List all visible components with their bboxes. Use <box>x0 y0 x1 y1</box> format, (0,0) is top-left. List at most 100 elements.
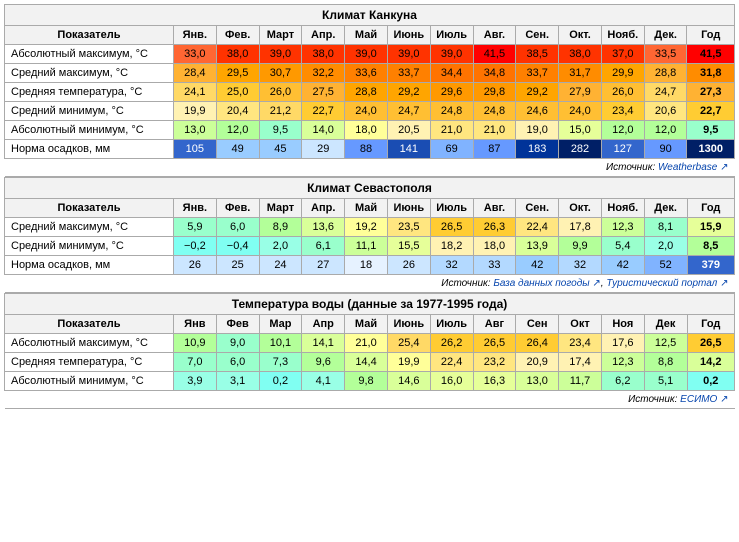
col-header-month: Июль <box>430 315 473 334</box>
data-cell: 49 <box>216 140 259 159</box>
year-cell: 15,9 <box>687 218 734 237</box>
data-cell: 5,1 <box>644 372 687 391</box>
col-header-month: Июнь <box>387 315 430 334</box>
col-header-month: Апр. <box>302 199 345 218</box>
data-cell: 32,2 <box>302 64 345 83</box>
data-cell: 27 <box>302 256 345 275</box>
table-row: Средний максимум, °C5,96,08,913,619,223,… <box>5 218 735 237</box>
row-label: Абсолютный минимум, °C <box>5 372 174 391</box>
data-cell: 21,0 <box>430 121 473 140</box>
col-header-month: Дек. <box>644 26 687 45</box>
data-cell: 24,0 <box>345 102 388 121</box>
source-link[interactable]: База данных погоды <box>493 278 589 289</box>
year-cell: 379 <box>687 256 734 275</box>
source-link[interactable]: ЕСИМО <box>680 394 717 405</box>
row-label: Средний минимум, °C <box>5 102 174 121</box>
col-header-month: Окт <box>559 315 602 334</box>
data-cell: 2,0 <box>259 237 302 256</box>
data-cell: 19,9 <box>173 102 216 121</box>
data-cell: 39,0 <box>387 45 430 64</box>
col-header-month: Фев <box>216 315 259 334</box>
climate-table: Климат КанкунаПоказательЯнв.Фев.МартАпр.… <box>4 4 735 177</box>
year-cell: 41,5 <box>687 45 735 64</box>
data-cell: 20,9 <box>516 353 559 372</box>
external-link-icon: ↗ <box>590 278 601 289</box>
data-cell: 12,0 <box>601 121 644 140</box>
data-cell: 18,0 <box>473 237 516 256</box>
col-header-month: Июнь <box>387 199 430 218</box>
col-header-month: Янв. <box>173 199 216 218</box>
data-cell: 27,9 <box>559 83 602 102</box>
col-header-month: Июль <box>430 199 473 218</box>
data-cell: 6,0 <box>216 353 259 372</box>
data-cell: 38,0 <box>302 45 345 64</box>
col-header-month: Июнь <box>387 26 430 45</box>
data-cell: 41,5 <box>473 45 516 64</box>
table-row: Средняя температура, °C7,06,07,39,614,41… <box>5 353 735 372</box>
table-row: Абсолютный минимум, °C3,93,10,24,19,814,… <box>5 372 735 391</box>
data-cell: 13,6 <box>302 218 345 237</box>
col-header-month: Май <box>345 199 388 218</box>
data-cell: 7,3 <box>259 353 302 372</box>
data-cell: −0,4 <box>216 237 259 256</box>
data-cell: 69 <box>430 140 473 159</box>
data-cell: 33,6 <box>345 64 388 83</box>
source-line: Источник: База данных погоды ↗, Туристич… <box>5 275 735 293</box>
data-cell: 33,7 <box>516 64 559 83</box>
row-label: Средний максимум, °C <box>5 218 174 237</box>
col-header-indicator: Показатель <box>5 315 174 334</box>
row-label: Норма осадков, мм <box>5 256 174 275</box>
data-cell: 12,3 <box>601 218 644 237</box>
col-header-month: Фев. <box>216 26 259 45</box>
data-cell: 26,4 <box>516 334 559 353</box>
data-cell: 90 <box>644 140 687 159</box>
data-cell: 21,0 <box>473 121 516 140</box>
row-label: Норма осадков, мм <box>5 140 174 159</box>
data-cell: 9,9 <box>559 237 602 256</box>
col-header-year: Год <box>687 199 734 218</box>
col-header-month: Дек <box>644 315 687 334</box>
data-cell: 52 <box>644 256 687 275</box>
data-cell: 12,0 <box>216 121 259 140</box>
data-cell: 13,0 <box>173 121 216 140</box>
data-cell: 29,8 <box>473 83 516 102</box>
data-cell: 10,9 <box>173 334 216 353</box>
data-cell: 26,5 <box>430 218 473 237</box>
data-cell: 34,4 <box>430 64 473 83</box>
source-link[interactable]: Weatherbase <box>658 162 717 173</box>
col-header-month: Янв <box>173 315 216 334</box>
data-cell: 24,8 <box>473 102 516 121</box>
data-cell: 15,0 <box>559 121 602 140</box>
data-cell: 26 <box>173 256 216 275</box>
data-cell: 9,8 <box>345 372 388 391</box>
data-cell: 23,4 <box>559 334 602 353</box>
data-cell: 8,1 <box>644 218 687 237</box>
row-label: Абсолютный минимум, °C <box>5 121 174 140</box>
col-header-month: Фев. <box>216 199 259 218</box>
external-link-icon: ↗ <box>717 278 728 289</box>
data-cell: 18,2 <box>430 237 473 256</box>
data-cell: 2,0 <box>644 237 687 256</box>
table-row: Норма осадков, мм26252427182632334232425… <box>5 256 735 275</box>
table-title: Климат Канкуна <box>5 5 735 26</box>
data-cell: 26,3 <box>473 218 516 237</box>
data-cell: 22,7 <box>302 102 345 121</box>
data-cell: 105 <box>173 140 216 159</box>
data-cell: 32 <box>430 256 473 275</box>
row-label: Абсолютный максимум, °C <box>5 334 174 353</box>
year-cell: 8,5 <box>687 237 734 256</box>
col-header-month: Ноя <box>601 315 644 334</box>
year-cell: 27,3 <box>687 83 735 102</box>
data-cell: 26,2 <box>430 334 473 353</box>
col-header-month: Авг. <box>473 199 516 218</box>
data-cell: 13,0 <box>516 372 559 391</box>
col-header-month: Нояб. <box>601 199 644 218</box>
data-cell: 29,6 <box>430 83 473 102</box>
data-cell: 24,7 <box>387 102 430 121</box>
data-cell: 5,4 <box>601 237 644 256</box>
data-cell: 45 <box>259 140 302 159</box>
data-cell: 30,7 <box>259 64 302 83</box>
data-cell: 24,6 <box>516 102 559 121</box>
source-link[interactable]: Туристический портал <box>606 278 717 289</box>
table-title: Температура воды (данные за 1977-1995 го… <box>5 294 735 315</box>
